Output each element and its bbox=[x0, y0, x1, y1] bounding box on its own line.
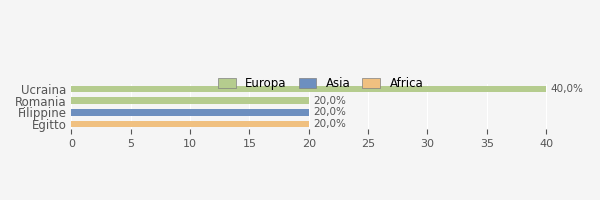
Text: 40,0%: 40,0% bbox=[551, 84, 584, 94]
Text: 20,0%: 20,0% bbox=[314, 96, 346, 106]
Legend: Europa, Asia, Africa: Europa, Asia, Africa bbox=[214, 72, 428, 95]
Bar bbox=[71, 97, 309, 104]
Bar bbox=[71, 121, 309, 127]
Bar bbox=[71, 86, 546, 92]
Text: 20,0%: 20,0% bbox=[314, 119, 346, 129]
Text: 20,0%: 20,0% bbox=[314, 107, 346, 117]
Bar bbox=[71, 109, 309, 116]
